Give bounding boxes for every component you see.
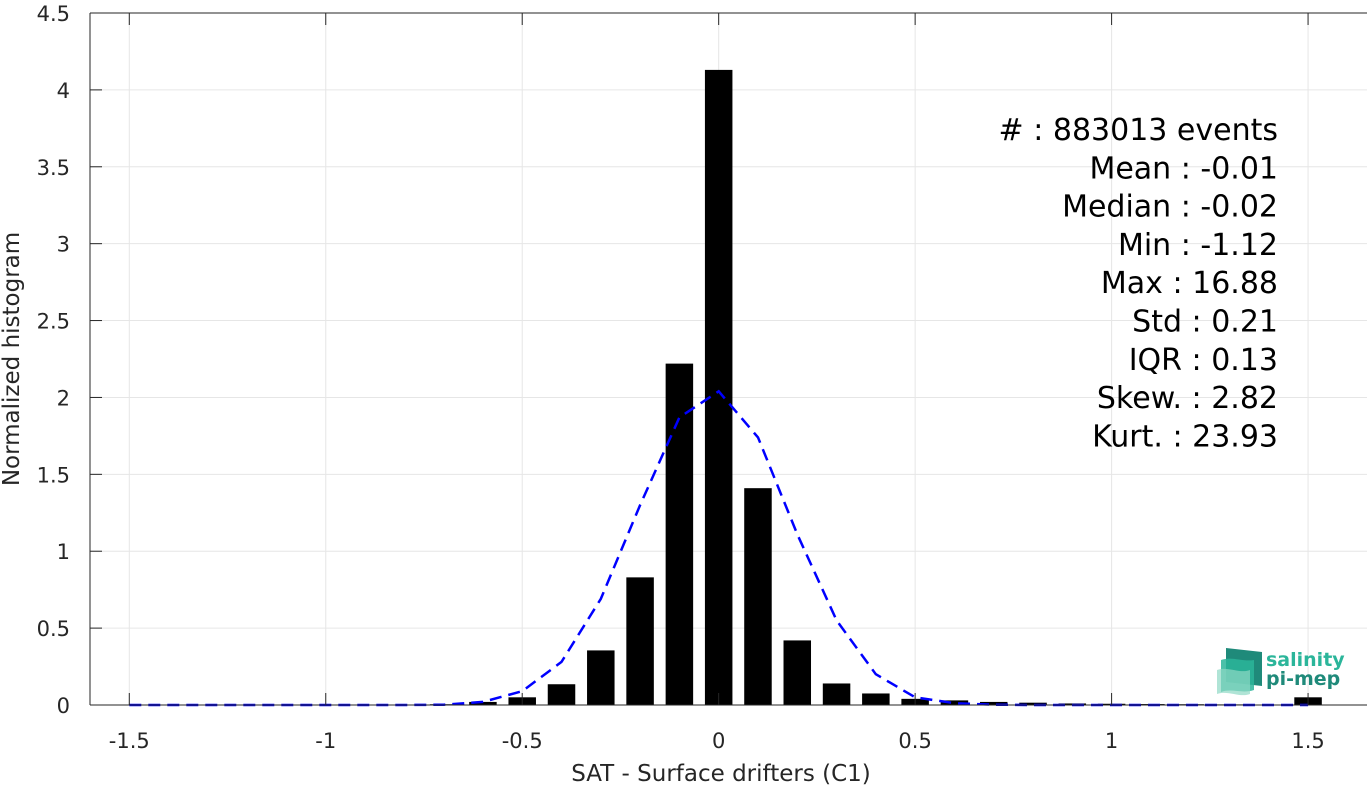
- histogram-bar: [979, 701, 1008, 705]
- histogram-bar: [1019, 702, 1047, 705]
- histogram-bar: [704, 69, 733, 706]
- logo-text-salinity: salinity: [1266, 649, 1345, 671]
- y-tick-label: 3: [57, 233, 70, 257]
- x-tick-labels: -1.5 -1 -0.5 0 0.5 1 1.5: [109, 729, 1325, 753]
- histogram-bar: [783, 640, 812, 705]
- stat-line: Median : -0.02: [1062, 190, 1278, 225]
- y-tick-label: 4.5: [37, 2, 70, 26]
- logo-wave-icon: [1217, 648, 1262, 696]
- y-axis-title: Normalized histogram: [0, 232, 25, 486]
- stat-line: # : 883013 events: [999, 113, 1278, 148]
- stat-line: IQR : 0.13: [1129, 343, 1278, 378]
- stat-line: Min : -1.12: [1118, 228, 1278, 263]
- histogram-bar: [822, 683, 851, 705]
- stat-line: Std : 0.21: [1132, 305, 1278, 340]
- salinity-pi-mep-logo: salinity pi-mep: [1217, 648, 1345, 696]
- y-tick-label: 3.5: [37, 156, 70, 180]
- histogram-bar: [940, 700, 969, 705]
- x-tick-label: -1.5: [109, 729, 150, 753]
- logo-text-pi-mep: pi-mep: [1266, 668, 1340, 690]
- histogram-bar: [744, 488, 772, 705]
- x-axis-title: SAT - Surface drifters (C1): [571, 761, 871, 785]
- y-tick-label: 1: [57, 540, 70, 564]
- stat-line: Skew. : 2.82: [1097, 381, 1278, 416]
- x-tick-label: 0.5: [898, 729, 931, 753]
- histogram-bar: [665, 363, 694, 705]
- x-tick-label: -0.5: [502, 729, 543, 753]
- histogram-bar: [547, 684, 576, 705]
- axes: [89, 12, 1367, 706]
- stat-line: Max : 16.88: [1101, 266, 1278, 301]
- y-tick-label: 2.5: [37, 310, 70, 334]
- x-tick-label: -1: [315, 729, 336, 753]
- histogram-bar: [587, 650, 615, 705]
- y-tick-labels: 0 0.5 1 1.5 2 2.5 3 3.5 4 4.5: [37, 2, 70, 718]
- y-tick-label: 0.5: [37, 617, 70, 641]
- x-tick-label: 1.5: [1291, 729, 1324, 753]
- y-tick-label: 4: [57, 79, 70, 103]
- y-tick-label: 1.5: [37, 463, 70, 487]
- x-tick-label: 1: [1105, 729, 1118, 753]
- y-tick-label: 2: [57, 386, 70, 410]
- histogram-bar: [626, 577, 654, 705]
- x-tick-label: 0: [712, 729, 725, 753]
- y-tick-label: 0: [57, 694, 70, 718]
- histogram-bar: [862, 693, 890, 705]
- stat-line: Kurt. : 23.93: [1092, 419, 1278, 454]
- stat-line: Mean : -0.01: [1089, 151, 1278, 186]
- histogram-bar: [469, 701, 497, 705]
